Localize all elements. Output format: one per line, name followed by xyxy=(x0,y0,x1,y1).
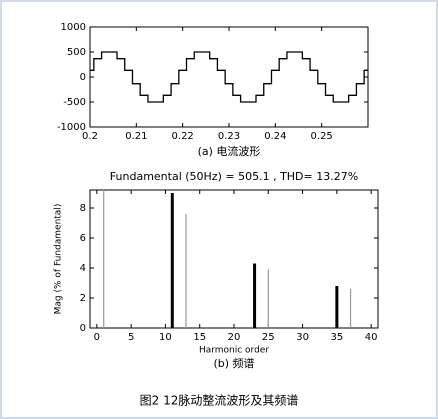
x-tick-label: 0.24 xyxy=(264,131,286,142)
y-tick-label: 6 xyxy=(80,233,86,244)
y-tick-label: 2 xyxy=(80,293,86,304)
y-tick-label: -1000 xyxy=(57,122,86,133)
figure-caption: 图2 12脉动整流波形及其频谱 xyxy=(140,393,299,408)
bar xyxy=(335,286,339,328)
bar xyxy=(170,193,174,328)
x-tick-label: 0.22 xyxy=(172,131,194,142)
bar xyxy=(267,269,269,328)
x-tick-label: 0.2 xyxy=(82,131,98,142)
x-tick-label: 5 xyxy=(128,332,134,343)
x-tick-label: 0.21 xyxy=(125,131,147,142)
y-tick-label: 0 xyxy=(80,72,86,83)
chart-title: Fundamental (50Hz) = 505.1 , THD= 13.27% xyxy=(110,170,358,183)
x-tick-label: 35 xyxy=(330,332,343,343)
y-tick-label: 500 xyxy=(67,47,86,58)
y-tick-label: 0 xyxy=(80,323,86,334)
bar xyxy=(253,263,257,328)
x-tick-label: 40 xyxy=(365,332,378,343)
y-tick-label: 8 xyxy=(80,203,86,214)
axes xyxy=(89,26,369,128)
x-tick-label: 0.23 xyxy=(218,131,240,142)
axes xyxy=(89,189,379,329)
x-tick-label: 30 xyxy=(296,332,309,343)
y-tick-label: 4 xyxy=(80,263,86,274)
y-tick-label: -500 xyxy=(63,97,86,108)
bar xyxy=(185,214,187,328)
y-tick-label: 1000 xyxy=(61,22,86,33)
line xyxy=(90,51,368,103)
bar xyxy=(103,190,105,328)
caption: (a) 电流波形 xyxy=(198,144,261,158)
x-tick-label: 20 xyxy=(228,332,241,343)
x-tick-label: 10 xyxy=(159,332,172,343)
bar xyxy=(349,289,352,328)
x-tick-label: 0.25 xyxy=(311,131,333,142)
x-axis-label: Harmonic order xyxy=(199,346,269,356)
x-tick-label: 0 xyxy=(94,332,100,343)
y-axis-label: Mag (% of Fundamental) xyxy=(54,204,64,315)
x-tick-label: 25 xyxy=(262,332,275,343)
caption: (b) 频谱 xyxy=(213,356,254,370)
x-tick-label: 15 xyxy=(193,332,206,343)
